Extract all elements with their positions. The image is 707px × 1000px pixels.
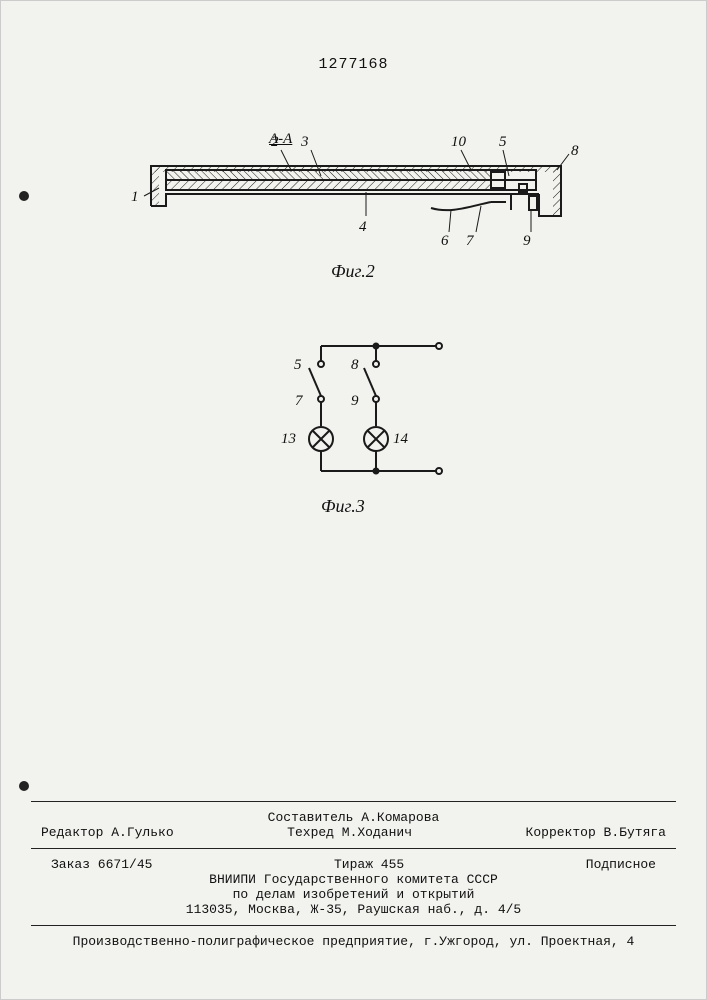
figure-3-drawing bbox=[261, 331, 461, 511]
punch-hole bbox=[19, 781, 29, 791]
figure-2-caption: Фиг.2 bbox=[331, 261, 375, 282]
footer-block: Составитель А.Комарова Редактор А.Гулько… bbox=[1, 793, 706, 999]
footer-org1: ВНИИПИ Государственного комитета СССР bbox=[31, 872, 676, 887]
footer-production: Производственно-полиграфическое предприя… bbox=[31, 934, 676, 949]
footer-editor: Редактор А.Гулько bbox=[41, 825, 174, 840]
footer-compiler: Составитель А.Комарова bbox=[31, 810, 676, 825]
fig3-callout-13: 13 bbox=[281, 431, 296, 448]
fig3-callout-5: 5 bbox=[294, 357, 302, 374]
fig2-callout-6: 6 bbox=[441, 233, 449, 250]
fig2-callout-5: 5 bbox=[499, 134, 507, 151]
fig2-callout-10: 10 bbox=[451, 134, 466, 151]
fig3-callout-14: 14 bbox=[393, 431, 408, 448]
patent-number: 1277168 bbox=[318, 56, 388, 73]
figure-2-drawing bbox=[131, 136, 581, 266]
figure-3-caption: Фиг.3 bbox=[321, 496, 365, 517]
footer-org2: по делам изобретений и открытий bbox=[31, 887, 676, 902]
punch-hole bbox=[19, 191, 29, 201]
fig2-callout-1: 1 bbox=[131, 189, 139, 206]
footer-address1: 113035, Москва, Ж-35, Раушская наб., д. … bbox=[31, 902, 676, 917]
footer-tirazh: Тираж 455 bbox=[334, 857, 404, 872]
fig2-callout-8: 8 bbox=[571, 143, 579, 160]
fig2-callout-9: 9 bbox=[523, 233, 531, 250]
footer-order: Заказ 6671/45 bbox=[51, 857, 152, 872]
footer-corrector: Корректор В.Бутяга bbox=[526, 825, 666, 840]
fig3-callout-9: 9 bbox=[351, 393, 359, 410]
fig2-callout-7: 7 bbox=[466, 233, 474, 250]
fig2-callout-2: 2 bbox=[271, 134, 279, 151]
fig2-callout-3: 3 bbox=[301, 134, 309, 151]
fig2-callout-4: 4 bbox=[359, 219, 367, 236]
footer-techred: Техред М.Ходанич bbox=[287, 825, 412, 840]
fig3-callout-7: 7 bbox=[295, 393, 303, 410]
fig3-callout-8: 8 bbox=[351, 357, 359, 374]
footer-subscription: Подписное bbox=[586, 857, 656, 872]
